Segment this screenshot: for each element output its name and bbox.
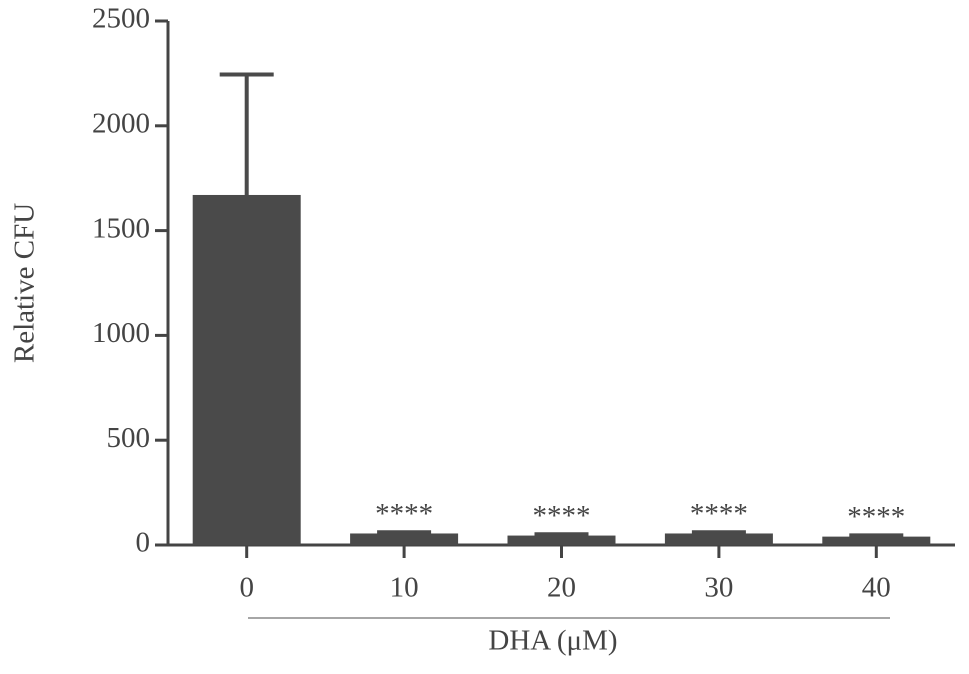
bar (664, 533, 773, 545)
y-tick-label: 0 (136, 527, 151, 559)
significance-label: **** (533, 500, 591, 532)
significance-label: **** (847, 501, 905, 533)
x-tick-label: 10 (390, 572, 419, 604)
y-tick-label: 2500 (92, 3, 150, 35)
y-tick-label: 1000 (92, 317, 150, 349)
x-tick-label: 30 (704, 572, 733, 604)
y-tick-label: 2000 (92, 107, 150, 139)
bar (192, 194, 301, 545)
x-tick-label: 0 (239, 572, 254, 604)
bar (350, 533, 459, 545)
y-tick-label: 1500 (92, 212, 150, 244)
significance-label: **** (690, 498, 748, 530)
bar (507, 535, 616, 545)
bar (822, 536, 931, 545)
significance-label: **** (375, 498, 433, 530)
x-axis-label: DHA (μM) (488, 625, 617, 657)
x-tick-label: 20 (547, 572, 576, 604)
y-axis-label: Relative CFU (9, 203, 41, 363)
y-tick-label: 500 (107, 422, 151, 454)
x-tick-label: 40 (862, 572, 891, 604)
